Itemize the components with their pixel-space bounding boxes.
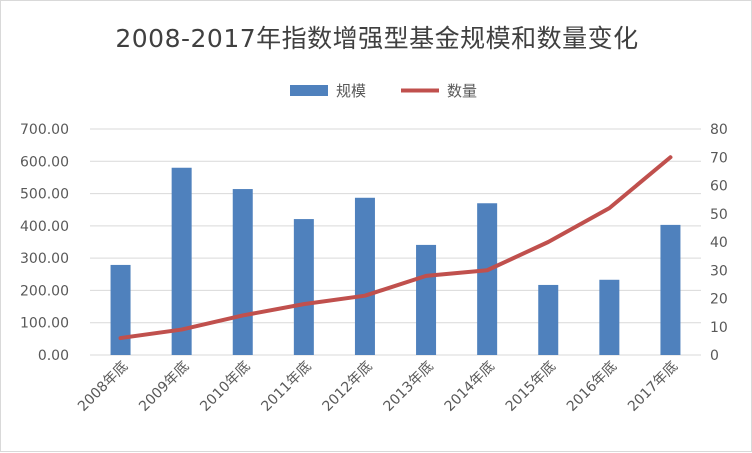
right-tick-label: 60 xyxy=(710,179,728,195)
line-path xyxy=(121,157,671,338)
legend: 规模 数量 xyxy=(290,82,477,100)
right-tick-label: 30 xyxy=(710,263,728,279)
right-tick-label: 40 xyxy=(710,235,728,251)
right-tick-label: 10 xyxy=(710,320,728,336)
x-category-label: 2010年底 xyxy=(197,359,253,415)
legend-bar-label: 规模 xyxy=(336,82,366,100)
bar xyxy=(416,245,436,355)
x-category-label: 2008年底 xyxy=(75,359,131,415)
bar xyxy=(294,219,314,355)
left-tick-label: 600.00 xyxy=(20,154,69,170)
right-axis-ticks: 0 10 20 30 40 50 60 70 80 xyxy=(710,122,728,364)
left-tick-label: 300.00 xyxy=(20,251,69,267)
legend-bar-swatch xyxy=(290,85,328,96)
bar xyxy=(477,203,497,355)
left-tick-label: 100.00 xyxy=(20,316,69,332)
left-axis-ticks: 0.00 100.00 200.00 300.00 400.00 500.00 600.00… xyxy=(20,122,69,364)
left-tick-label: 200.00 xyxy=(20,283,69,299)
x-category-label: 2009年底 xyxy=(136,359,192,415)
bar xyxy=(233,189,253,355)
line-series xyxy=(120,157,670,338)
right-tick-label: 20 xyxy=(710,292,728,308)
legend-line-label: 数量 xyxy=(447,82,477,100)
right-tick-label: 0 xyxy=(710,348,719,364)
bar xyxy=(355,198,375,355)
right-tick-label: 70 xyxy=(710,150,728,166)
x-category-label: 2012年底 xyxy=(319,359,375,415)
left-tick-label: 700.00 xyxy=(20,122,69,138)
left-tick-label: 500.00 xyxy=(20,187,69,203)
x-category-label: 2015年底 xyxy=(503,359,559,415)
x-category-label: 2013年底 xyxy=(381,359,437,415)
right-tick-label: 80 xyxy=(710,122,728,138)
x-category-label: 2016年底 xyxy=(564,359,620,415)
bar xyxy=(538,285,558,355)
bar xyxy=(599,280,619,355)
left-tick-label: 0.00 xyxy=(38,348,69,364)
left-tick-label: 400.00 xyxy=(20,219,69,235)
bar xyxy=(660,225,680,355)
x-category-label: 2011年底 xyxy=(258,359,314,415)
x-category-label: 2014年底 xyxy=(442,359,498,415)
x-category-label: 2017年底 xyxy=(625,359,681,415)
right-tick-label: 50 xyxy=(710,207,728,223)
bar xyxy=(111,265,131,355)
